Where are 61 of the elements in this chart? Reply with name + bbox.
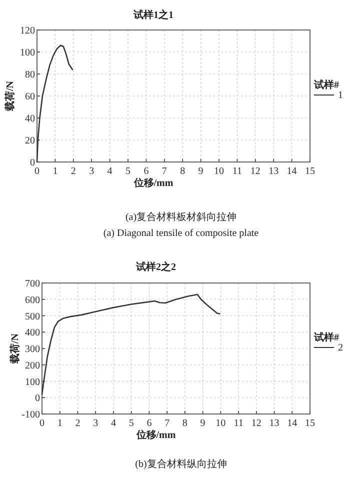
x-tick-label: 3	[89, 166, 94, 177]
text: (a)复合材料板材斜向拉伸	[125, 211, 237, 223]
y-tick-label: 120	[20, 26, 35, 36]
x-tick-label: 13	[268, 166, 279, 177]
x-tick-label: 11	[234, 418, 244, 429]
x-tick-label: 1	[52, 166, 58, 177]
chart-title: 试样1之1	[132, 9, 174, 21]
y-tick-label: 20	[25, 136, 35, 146]
y-tick-label: 0	[30, 158, 35, 168]
line-series	[41, 294, 220, 395]
y-tick-label: 100	[20, 48, 35, 58]
x-tick-label: 4	[107, 166, 112, 177]
legend-title: 试样#	[313, 79, 339, 91]
line-series	[36, 44, 74, 163]
x-tick-label: 10	[216, 418, 226, 429]
x-tick-label: 12	[250, 166, 260, 177]
y-tick-label: 80	[25, 70, 35, 80]
y-tick-label: 40	[25, 114, 35, 124]
x-tick-label: 2	[75, 418, 80, 429]
x-tick-label: 3	[93, 418, 98, 429]
y-tick-label: 400	[25, 328, 40, 339]
x-tick-label: 14	[286, 166, 297, 177]
chart-title: 试样2之2	[135, 261, 176, 273]
y-tick-label: 600	[25, 294, 40, 306]
x-axis-title: 位移/mm	[132, 177, 174, 189]
x-tick-label: 11	[232, 166, 242, 177]
x-tick-label: 8	[182, 418, 188, 429]
x-tick-label: 15	[305, 166, 315, 177]
x-tick-label: 9	[200, 418, 206, 429]
legend-title: 试样#	[313, 332, 339, 344]
y-tick-label: 60	[25, 92, 35, 102]
x-tick-label: 1	[57, 418, 62, 429]
x-tick-label: 5	[128, 418, 134, 429]
x-tick-label: 6	[146, 418, 152, 429]
text: (a) Diagonal tensile of composite plate	[103, 228, 260, 239]
legend-label: 2	[338, 342, 343, 354]
x-tick-label: 12	[251, 418, 262, 429]
text: (b)复合材料纵向拉伸	[135, 458, 227, 470]
x-tick-label: 5	[126, 166, 130, 177]
y-tick-label: 300	[25, 344, 40, 355]
x-tick-label: 7	[164, 418, 170, 429]
y-tick-label: 0	[35, 393, 40, 404]
x-axis-title: 位移/mm	[135, 429, 176, 441]
legend-label: 1	[338, 90, 343, 101]
y-axis-title: 载荷/N	[9, 332, 21, 364]
x-tick-label: 2	[70, 166, 76, 177]
y-tick-label: 500	[25, 311, 40, 322]
x-tick-label: 4	[110, 418, 116, 429]
x-tick-label: 13	[269, 418, 280, 429]
y-tick-label: 200	[25, 360, 40, 372]
y-tick-label: 700	[25, 278, 40, 290]
x-tick-label: 14	[287, 418, 298, 429]
x-tick-label: 8	[180, 166, 186, 177]
x-tick-label: 10	[214, 166, 224, 177]
y-axis-title: 载荷/N	[4, 80, 16, 112]
y-tick-label: 100	[25, 376, 40, 388]
y-tick-label: -100	[22, 410, 40, 420]
x-tick-label: 9	[198, 166, 204, 177]
x-tick-label: 15	[305, 418, 315, 429]
x-tick-label: 6	[144, 166, 149, 177]
x-tick-label: 7	[162, 166, 167, 177]
